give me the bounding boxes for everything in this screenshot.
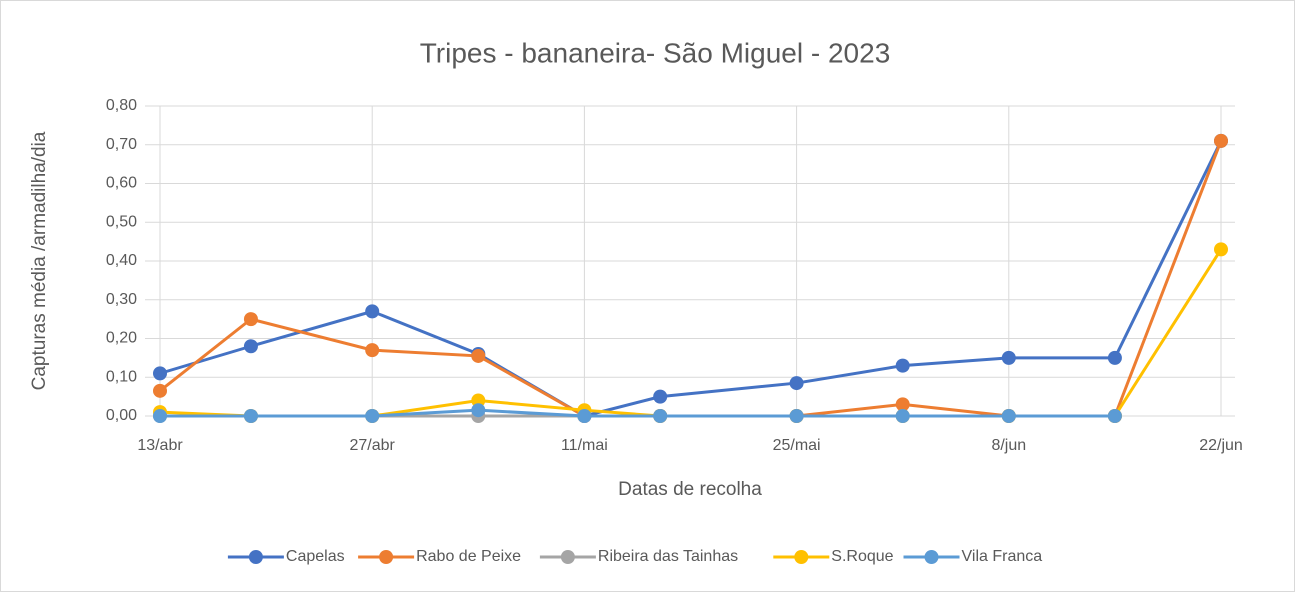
data-point: [365, 409, 380, 423]
data-point: [1214, 133, 1228, 148]
x-tick-label: 25/mai: [773, 437, 821, 454]
x-tick-label: 22/jun: [1199, 437, 1243, 454]
y-tick-label: 0,20: [106, 330, 137, 347]
y-tick-label: 0,10: [106, 368, 137, 385]
data-point: [895, 409, 910, 423]
y-tick-label: 0,70: [106, 136, 137, 153]
data-point: [243, 339, 258, 354]
legend-marker: [560, 550, 575, 564]
series-line: [160, 408, 1115, 418]
x-tick-label: 11/mai: [561, 437, 608, 454]
chart-title: Tripes - bananeira- São Miguel - 2023: [420, 37, 891, 68]
data-point: [1001, 350, 1016, 365]
x-tick-label: 8/jun: [991, 437, 1026, 454]
data-point: [365, 304, 380, 319]
legend-label: Capelas: [286, 548, 345, 565]
y-tick-label: 0,00: [106, 407, 137, 424]
data-point: [1214, 242, 1228, 257]
legend-marker: [379, 550, 394, 564]
data-point: [153, 366, 167, 381]
data-point: [1107, 409, 1122, 423]
data-point: [895, 358, 910, 373]
data-point: [1001, 409, 1016, 423]
data-point: [153, 409, 167, 423]
y-tick-label: 0,30: [106, 291, 137, 308]
data-point: [653, 389, 668, 404]
y-axis-title: Capturas média /armadilha/dia: [29, 131, 50, 390]
y-tick-label: 0,40: [106, 252, 137, 269]
data-point: [789, 376, 804, 391]
legend-marker: [924, 550, 939, 564]
y-tick-label: 0,80: [106, 97, 137, 114]
y-tick-label: 0,50: [106, 213, 137, 230]
data-point: [365, 343, 380, 358]
x-axis-title: Datas de recolha: [618, 479, 762, 500]
data-point: [243, 312, 258, 327]
data-point: [153, 383, 167, 398]
data-point: [1107, 350, 1122, 365]
legend-label: Rabo de Peixe: [416, 548, 521, 565]
data-point: [471, 393, 486, 408]
data-point: [577, 409, 592, 423]
data-point: [471, 403, 486, 418]
x-tick-label: 13/abr: [137, 437, 183, 454]
x-tick-label: 27/abr: [350, 437, 396, 454]
y-tick-label: 0,60: [106, 175, 137, 192]
data-point: [243, 409, 258, 423]
data-point: [789, 409, 804, 423]
legend-label: Vila Franca: [962, 548, 1043, 565]
legend-label: S.Roque: [831, 548, 893, 565]
data-point: [471, 348, 486, 363]
legend-marker: [794, 550, 809, 564]
legend-marker: [248, 550, 263, 564]
data-point: [895, 397, 910, 412]
data-point: [653, 409, 668, 423]
legend-label: Ribeira das Tainhas: [598, 548, 738, 565]
